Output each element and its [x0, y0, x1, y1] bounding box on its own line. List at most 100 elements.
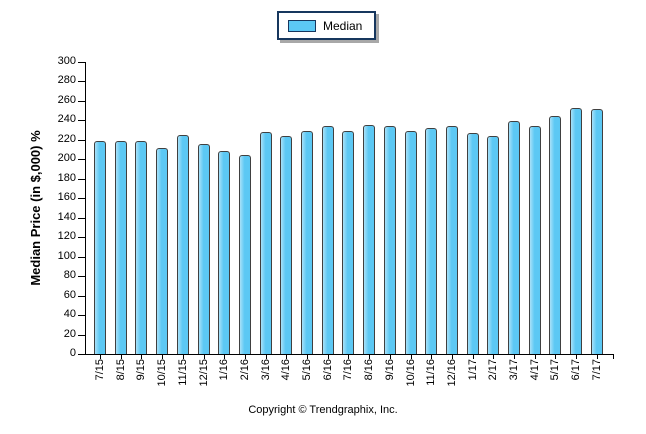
x-tick-label: 8/15: [114, 359, 127, 381]
y-tick-label: 40: [63, 308, 76, 320]
bar: [176, 135, 189, 354]
y-tick: [78, 335, 85, 336]
x-tick: [307, 355, 308, 359]
y-tick: [78, 159, 85, 160]
y-tick-label: 60: [63, 289, 76, 301]
x-tick-label: 3/17: [508, 359, 520, 381]
bar: [570, 108, 583, 354]
x-tick: [162, 355, 164, 359]
x-tick-label: 7/15: [94, 359, 106, 381]
x-tick: [472, 355, 474, 359]
x-tick-label: 12/15: [197, 359, 210, 387]
legend: Median: [277, 11, 377, 40]
bar: [508, 121, 520, 354]
x-tick-label: 1/17: [466, 359, 479, 381]
x-tick-label: 10/15: [156, 359, 169, 387]
bar: [528, 126, 541, 354]
y-tick: [78, 101, 85, 102]
x-tick-label: 4/16: [280, 359, 293, 381]
bar: [114, 141, 127, 354]
y-tick: [78, 140, 85, 141]
x-tick: [389, 355, 391, 359]
x-tick-label: 9/15: [135, 359, 148, 381]
x-tick: [265, 355, 267, 359]
x-tick-label: 5/16: [301, 359, 313, 381]
bar: [218, 151, 231, 354]
x-tick-label: 6/16: [321, 359, 334, 381]
x-tick-label: 11/16: [425, 359, 438, 386]
bar: [156, 148, 169, 354]
bar: [445, 126, 458, 354]
y-tick: [78, 120, 85, 121]
y-tick-label: 160: [57, 191, 76, 203]
x-tick: [141, 355, 143, 359]
x-tick-label: 4/17: [528, 359, 541, 381]
bar: [94, 141, 106, 354]
x-tick: [555, 355, 557, 359]
y-tick: [78, 218, 85, 219]
x-tick: [100, 355, 101, 359]
y-tick-label: 140: [57, 211, 76, 223]
x-tick: [410, 355, 412, 359]
x-tick: [348, 355, 350, 359]
y-tick-label: 260: [57, 94, 76, 106]
y-tick-label: 120: [57, 230, 76, 242]
x-tick-label: 7/17: [590, 359, 603, 381]
y-tick: [78, 276, 85, 277]
x-tick-label: 2/16: [238, 359, 251, 381]
y-tick: [78, 354, 85, 355]
y-axis-line: [85, 62, 86, 355]
x-tick-label: 12/16: [445, 359, 458, 387]
y-tick-label: 220: [57, 133, 76, 145]
bar: [280, 136, 293, 354]
legend-label-median: Median: [323, 18, 363, 33]
bar: [549, 116, 562, 354]
x-tick: [224, 355, 226, 359]
y-tick: [78, 179, 85, 180]
legend-swatch-median: [288, 19, 316, 32]
y-tick: [78, 237, 85, 238]
y-tick: [78, 296, 85, 297]
y-tick-label: 80: [63, 269, 76, 281]
bar: [383, 126, 396, 354]
x-tick-label: 10/16: [404, 359, 417, 387]
bar: [259, 132, 272, 354]
x-tick-label: 8/16: [363, 359, 376, 381]
x-tick-label: 1/16: [218, 359, 231, 381]
y-tick-label: 280: [57, 74, 76, 86]
bar: [466, 133, 479, 354]
x-tick: [203, 355, 205, 359]
y-tick-label: 20: [63, 328, 76, 340]
y-tick: [78, 81, 85, 82]
bar: [487, 136, 500, 354]
y-tick-label: 200: [57, 152, 76, 164]
x-axis-line: [85, 354, 614, 355]
x-tick-label: 6/17: [570, 359, 583, 381]
x-tick: [514, 355, 515, 359]
x-tick: [576, 355, 578, 359]
x-tick: [182, 355, 184, 359]
y-tick-label: 100: [57, 250, 76, 262]
bar: [135, 141, 148, 354]
y-tick-label: 240: [57, 113, 76, 125]
x-tick-label: 9/16: [383, 359, 396, 381]
y-tick: [78, 315, 85, 316]
x-tick-label: 7/16: [342, 359, 355, 381]
bar: [342, 131, 355, 354]
footer-copyright: Copyright © Trendgraphix, Inc.: [248, 404, 398, 416]
bar: [301, 131, 313, 354]
bar: [238, 155, 251, 354]
x-axis-end-tick: [613, 355, 614, 359]
x-tick: [327, 355, 329, 359]
bar: [321, 126, 334, 354]
x-tick-label: 11/15: [176, 359, 189, 386]
y-tick-label: 300: [57, 55, 76, 67]
x-tick: [596, 355, 598, 359]
x-tick: [534, 355, 536, 359]
x-tick-label: 5/17: [549, 359, 562, 381]
x-tick: [369, 355, 371, 359]
y-tick: [78, 198, 85, 199]
bar: [590, 109, 603, 354]
x-tick: [451, 355, 453, 359]
x-tick: [493, 355, 495, 359]
